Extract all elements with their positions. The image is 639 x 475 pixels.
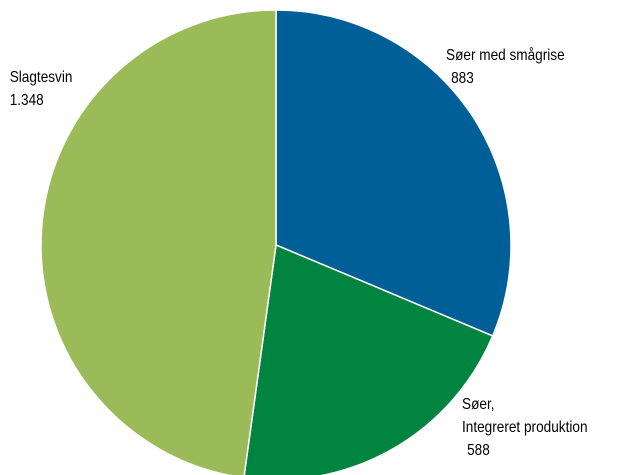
pie-slice (40, 9, 277, 475)
slice-label: Slagtesvin 1.348 (8, 66, 76, 112)
value-label: 588 (467, 442, 490, 459)
pie-slice (243, 243, 494, 475)
value-label: 1.348 (9, 92, 44, 109)
slice-label: Søer, Integreret produktion 588 (462, 393, 588, 462)
slice-label: Søer med smågrise 883 (446, 44, 565, 90)
value-label: 883 (451, 70, 474, 87)
category-label: Søer, Integreret produktion (462, 396, 588, 436)
category-label: Slagtesvin (9, 69, 73, 86)
pie-slice (275, 9, 512, 337)
category-label: Søer med smågrise (446, 47, 565, 64)
